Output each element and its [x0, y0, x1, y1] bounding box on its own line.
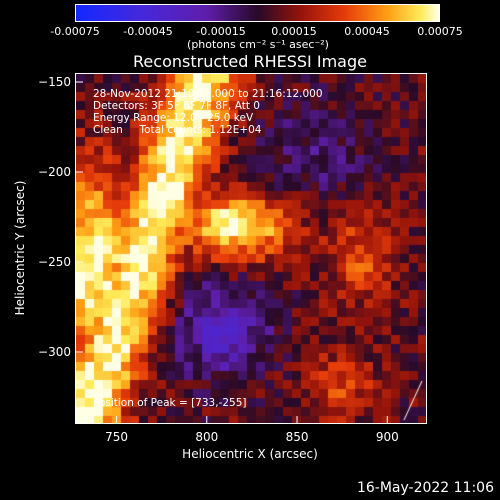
energy-range: Energy Range: 12.0 - 25.0 keV	[93, 112, 254, 124]
colorbar-tick-label: 0.00075	[417, 25, 463, 38]
y-tick-label: −300	[38, 345, 71, 359]
x-axis-label: Heliocentric X (arcsec)	[182, 447, 318, 461]
colorbar-tick-label: 0.00045	[344, 25, 390, 38]
detectors-info: Detectors: 3F 5F 6F 7F 8F, Att 0	[93, 100, 260, 112]
plot-title: Reconstructed RHESSI Image	[133, 52, 367, 71]
y-tick-label: −250	[38, 255, 71, 269]
colorbar-units: (photons cm⁻² s⁻¹ asec⁻²)	[187, 38, 329, 51]
x-tick-label: 750	[105, 430, 128, 444]
x-tick-label: 850	[286, 430, 309, 444]
peak-position: Position of Peak = [733,-255]	[93, 397, 247, 409]
x-tick-label: 800	[195, 430, 218, 444]
colorbar-tick-label: -0.00015	[196, 25, 246, 38]
x-tick-label: 900	[376, 430, 399, 444]
y-axis-label: Heliocentric Y (arcsec)	[13, 181, 27, 316]
plot-area: 28-Nov-2012 21:10:12.000 to 21:16:12.000…	[75, 73, 427, 424]
colorbar-tick-label: -0.00075	[50, 25, 100, 38]
colorbar-tick-label: -0.00045	[123, 25, 173, 38]
time-range: 28-Nov-2012 21:10:12.000 to 21:16:12.000	[93, 88, 323, 100]
clean-counts: Clean Total counts: 1.12E+04	[93, 124, 262, 136]
colorbar	[75, 4, 440, 22]
colorbar-tick-label: 0.00015	[271, 25, 317, 38]
footer-date: 16-May-2022 11:06	[356, 480, 494, 496]
y-tick-label: −150	[38, 75, 71, 89]
y-tick-label: −200	[38, 165, 71, 179]
rhessi-image	[76, 74, 426, 423]
